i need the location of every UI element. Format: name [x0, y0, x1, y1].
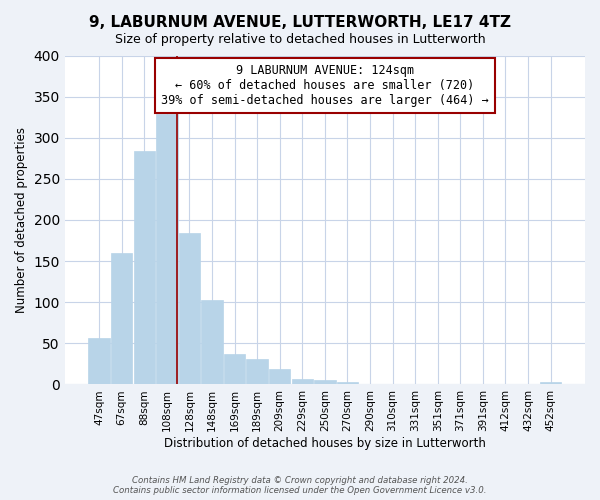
- Bar: [111, 253, 133, 384]
- Bar: [269, 369, 290, 384]
- Bar: [88, 338, 110, 384]
- Text: Size of property relative to detached houses in Lutterworth: Size of property relative to detached ho…: [115, 32, 485, 46]
- Bar: [247, 359, 268, 384]
- X-axis label: Distribution of detached houses by size in Lutterworth: Distribution of detached houses by size …: [164, 437, 486, 450]
- Bar: [202, 300, 223, 384]
- Text: 9 LABURNUM AVENUE: 124sqm
← 60% of detached houses are smaller (720)
39% of semi: 9 LABURNUM AVENUE: 124sqm ← 60% of detac…: [161, 64, 489, 106]
- Bar: [156, 114, 178, 384]
- Text: 9, LABURNUM AVENUE, LUTTERWORTH, LE17 4TZ: 9, LABURNUM AVENUE, LUTTERWORTH, LE17 4T…: [89, 15, 511, 30]
- Bar: [134, 151, 155, 384]
- Y-axis label: Number of detached properties: Number of detached properties: [15, 127, 28, 313]
- Bar: [179, 233, 200, 384]
- Bar: [337, 382, 358, 384]
- Bar: [224, 354, 245, 384]
- Bar: [292, 378, 313, 384]
- Bar: [314, 380, 335, 384]
- Text: Contains HM Land Registry data © Crown copyright and database right 2024.
Contai: Contains HM Land Registry data © Crown c…: [113, 476, 487, 495]
- Bar: [540, 382, 562, 384]
